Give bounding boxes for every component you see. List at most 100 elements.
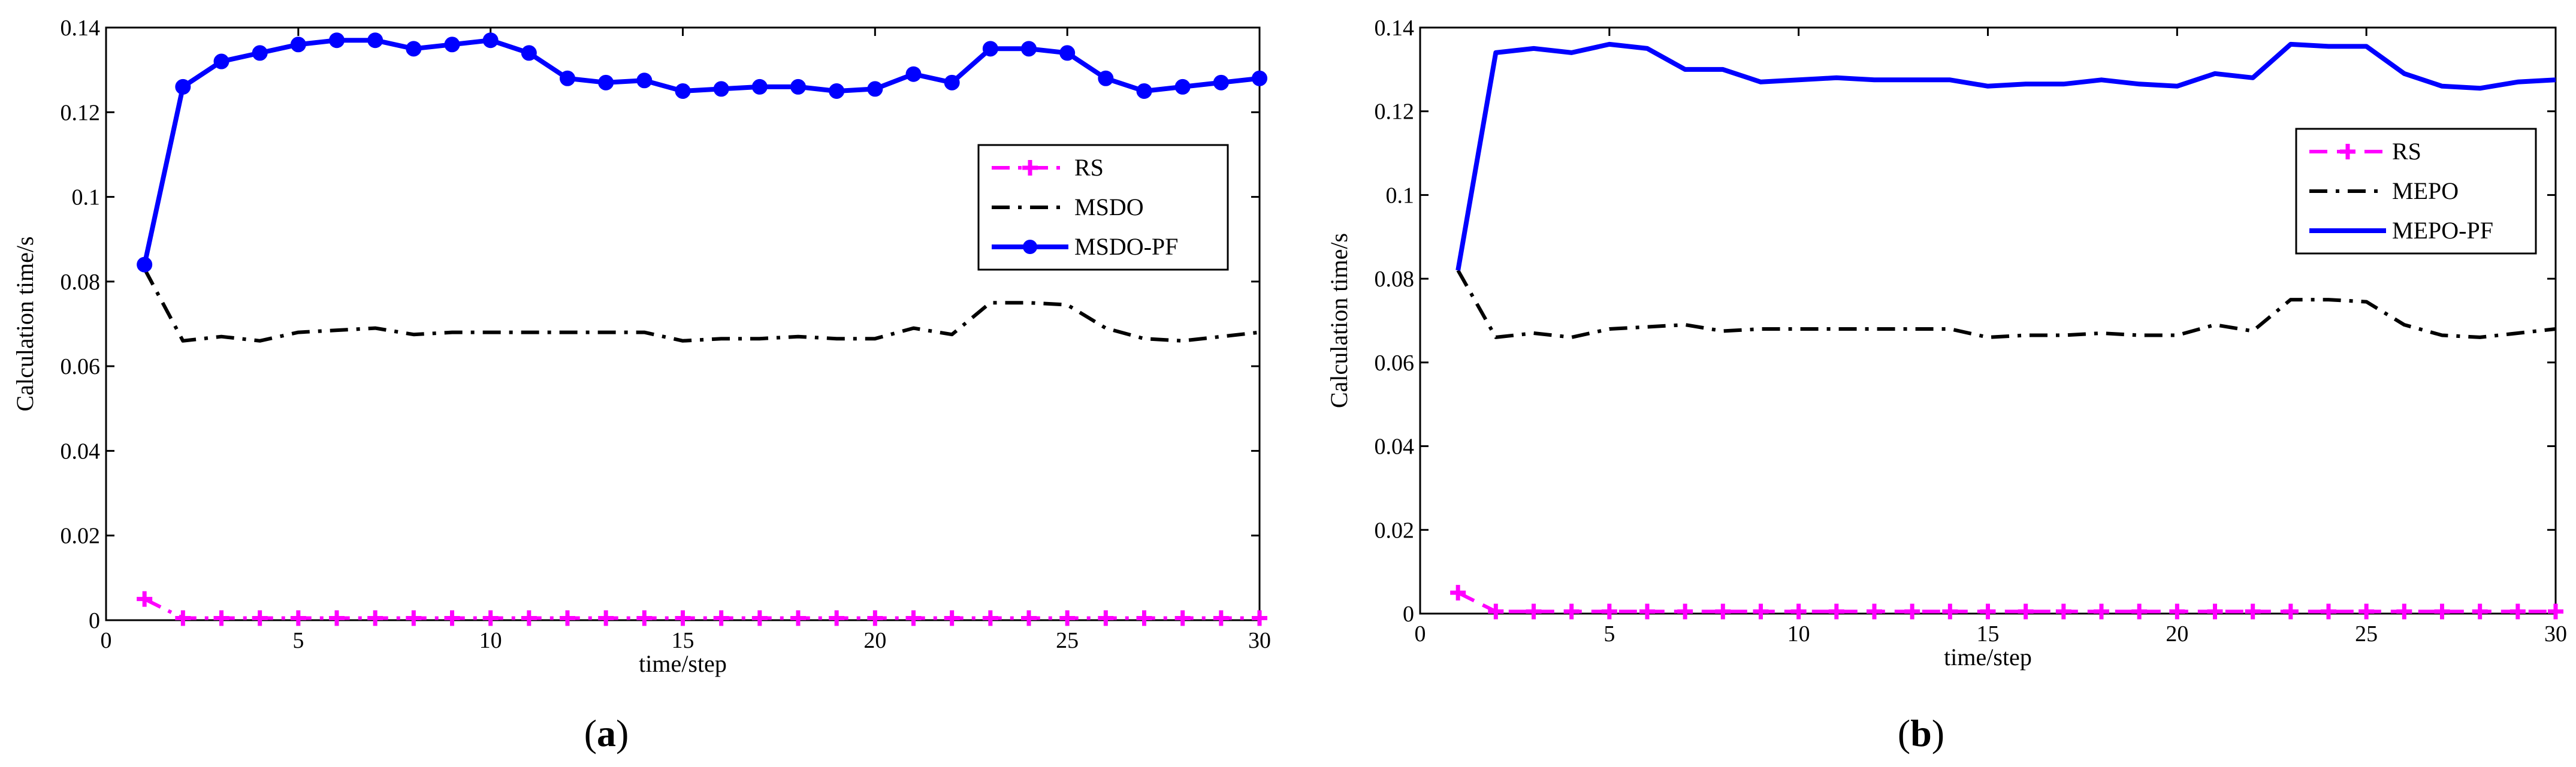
data-point: [1174, 78, 1191, 95]
y-tick-label: 0: [89, 608, 100, 633]
plot-frame: [1419, 26, 2557, 615]
data-point: [713, 81, 729, 97]
data-point: [406, 610, 422, 626]
data-point: [175, 78, 191, 95]
data-point: [2472, 603, 2488, 620]
y-tick-label: 0.06: [1375, 351, 1415, 376]
data-point: [252, 45, 268, 61]
x-tick-label: 30: [2544, 621, 2567, 647]
data-point: [790, 78, 806, 95]
series-line-msdo: [143, 268, 1260, 343]
data-point: [290, 37, 306, 53]
data-point: [944, 610, 960, 626]
legend-label: RS: [2392, 138, 2421, 165]
data-point: [367, 610, 383, 626]
data-point: [1174, 610, 1191, 626]
x-tick-label: 0: [1415, 621, 1426, 647]
data-point: [1790, 603, 1807, 620]
data-point: [2358, 603, 2375, 620]
data-point: [1059, 45, 1076, 61]
data-point: [1942, 603, 1958, 620]
data-point: [137, 591, 153, 607]
x-tick-label: 25: [2355, 621, 2378, 647]
x-tick-label: 20: [863, 628, 886, 653]
data-point: [2282, 603, 2299, 620]
x-tick-label: 20: [2166, 621, 2188, 647]
y-axis-label: Calculation time/s: [1325, 233, 1352, 408]
data-point: [137, 256, 153, 273]
y-tick-label: 0.14: [1375, 16, 1415, 41]
chart-panel-b: 0 5 10 15 20 25 30 0 0.02 0.04 0.06 0.08 0.1 0.12 0.14…: [1325, 16, 2567, 754]
data-point: [1213, 610, 1229, 626]
y-tick-label: 0.02: [61, 524, 101, 549]
x-tick-label: 0: [101, 628, 112, 653]
y-tick-label: 0.02: [1375, 518, 1415, 543]
x-tick-label: 5: [292, 628, 304, 653]
y-tick-label: 0.08: [61, 270, 101, 295]
data-point: [829, 83, 845, 99]
data-point: [1098, 70, 1114, 86]
series-line-rs: [143, 597, 1260, 620]
series-line-mepo: [1456, 269, 2556, 339]
y-tick-label: 0: [1403, 602, 1414, 627]
data-point: [2396, 603, 2412, 620]
data-point: [905, 610, 922, 626]
panel-caption: (b): [1898, 712, 1944, 754]
y-tick-label: 0.14: [61, 16, 101, 41]
data-point: [598, 610, 614, 626]
chart-panel-a: 0 5 10 15 20 25 30 0 0.02 0.04 0.06 0.08 0.1 0.12 0.14…: [11, 16, 1271, 754]
y-tick-label: 0.1: [72, 185, 101, 210]
data-point: [482, 32, 499, 49]
data-point: [444, 37, 460, 53]
data-point: [829, 610, 845, 626]
data-point: [790, 610, 806, 626]
data-point: [636, 73, 653, 89]
data-point: [175, 610, 191, 626]
y-tick-label: 0.12: [61, 100, 101, 125]
legend-label: MEPO: [2392, 177, 2459, 204]
data-point: [252, 610, 268, 626]
data-point: [213, 53, 229, 70]
data-point: [329, 32, 345, 49]
data-point: [905, 66, 922, 82]
data-point: [982, 610, 998, 626]
data-point: [329, 610, 345, 626]
data-point: [1753, 603, 1769, 620]
plot-frame: [105, 26, 1261, 621]
data-point: [1904, 603, 1920, 620]
data-point: [2509, 603, 2526, 620]
data-point: [1867, 603, 1882, 620]
legend-label: MSDO: [1074, 194, 1144, 221]
legend-marker: [1022, 160, 1038, 176]
data-point: [1639, 603, 1655, 620]
series-line-rs: [1457, 591, 2556, 614]
data-point: [1252, 610, 1267, 626]
data-point: [2321, 603, 2336, 620]
data-point: [2094, 603, 2109, 620]
data-point: [444, 610, 460, 626]
legend-label: RS: [1074, 154, 1104, 181]
x-tick-label: 10: [479, 628, 502, 653]
data-point: [2018, 603, 2034, 620]
x-tick-label: 10: [1787, 621, 1810, 647]
legend-marker: [1023, 240, 1037, 254]
data-point: [1601, 603, 1617, 620]
legend-label: MEPO-PF: [2392, 217, 2493, 244]
y-tick-label: 0.04: [61, 439, 101, 464]
data-point: [1526, 603, 1542, 620]
data-point: [2548, 603, 2563, 620]
data-point: [2207, 603, 2223, 620]
panel-caption: (a): [584, 712, 629, 754]
data-point: [213, 610, 229, 626]
legend-marker: [2340, 144, 2355, 159]
data-point: [1450, 585, 1466, 601]
data-point: [1563, 603, 1580, 620]
data-point: [1828, 603, 1844, 620]
legend-label: MSDO-PF: [1074, 233, 1178, 260]
data-point: [1213, 74, 1229, 90]
data-point: [944, 74, 960, 90]
x-tick-label: 30: [1248, 628, 1271, 653]
data-point: [1021, 610, 1037, 626]
data-point: [521, 610, 537, 626]
